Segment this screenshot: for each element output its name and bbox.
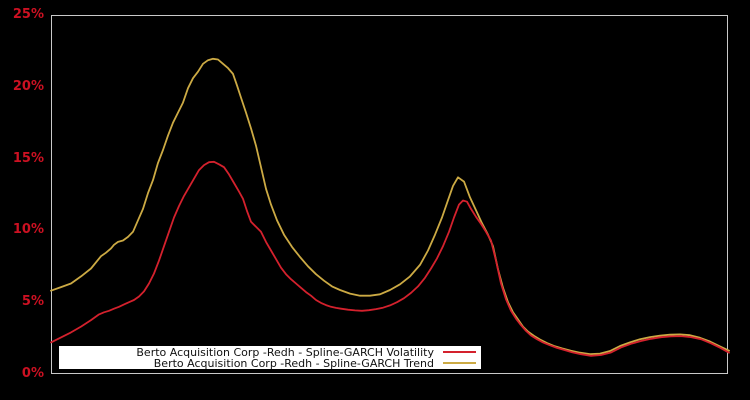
y-tick-label: 0% xyxy=(21,366,44,381)
legend-swatch-trend-line-icon xyxy=(443,362,476,364)
y-axis-labels: 25% 20% 15% 10% 5% 0% xyxy=(0,0,44,400)
legend-row-volatility: Berto Acquisition Corp -Redh - Spline-GA… xyxy=(59,347,481,358)
y-tick-label: 5% xyxy=(21,294,44,310)
legend-swatch-volatility-line-icon xyxy=(443,351,476,353)
plot-frame xyxy=(51,15,728,374)
y-tick-label: 20% xyxy=(12,78,44,94)
legend-label-trend: Berto Acquisition Corp -Redh - Spline-GA… xyxy=(153,356,434,370)
legend-label-volatility: Berto Acquisition Corp -Redh - Spline-GA… xyxy=(136,345,434,359)
y-tick-label: 25% xyxy=(12,7,44,22)
y-tick-label: 15% xyxy=(12,150,44,166)
legend-row-trend: Berto Acquisition Corp -Redh - Spline-GA… xyxy=(59,358,481,369)
chart-legend: Berto Acquisition Corp -Redh - Spline-GA… xyxy=(58,345,482,370)
y-tick-label: 10% xyxy=(12,222,44,238)
